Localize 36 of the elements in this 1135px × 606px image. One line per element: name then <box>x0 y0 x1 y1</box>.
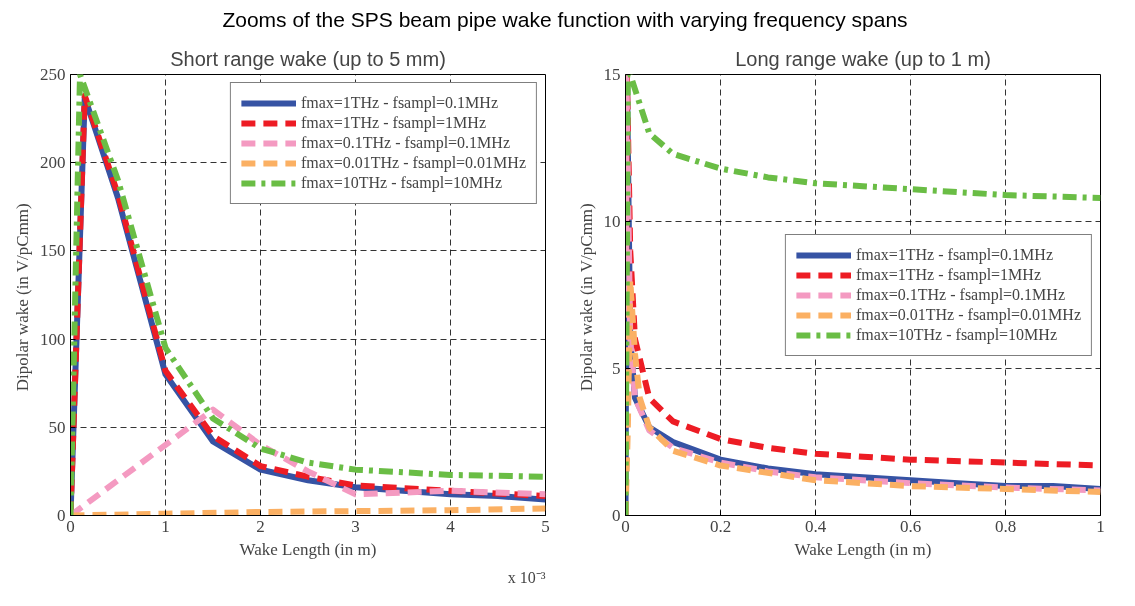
x-axis-title: Wake Length (in m) <box>239 539 377 559</box>
y-tick-label: 100 <box>40 329 66 349</box>
legend-label: fmax=0.1THz - fsampl=0.1MHz <box>300 133 510 153</box>
y-tick-label: 50 <box>48 417 66 437</box>
legend-label: fmax=1THz - fsampl=1MHz <box>300 113 486 133</box>
legend-label: fmax=10THz - fsampl=10MHz <box>855 324 1057 345</box>
x-tick-label: 1 <box>161 516 170 536</box>
legend-label: fmax=0.01THz - fsampl=0.01MHz <box>855 304 1081 325</box>
y-tick-label: 250 <box>40 65 66 84</box>
x-tick-label: 1 <box>1096 516 1105 536</box>
chart-title: Short range wake (up to 5 mm) <box>170 47 446 70</box>
y-tick-label: 10 <box>603 212 621 231</box>
legend-label: fmax=1THz - fsampl=1MHz <box>855 264 1041 285</box>
x-tick-label: 4 <box>446 516 456 536</box>
y-tick-label: 15 <box>603 65 621 84</box>
legend-label: fmax=0.01THz - fsampl=0.01MHz <box>300 153 526 173</box>
x-tick-label: 0.6 <box>899 516 922 536</box>
legend-label: fmax=1THz - fsampl=0.1MHz <box>300 93 498 113</box>
legend-label: fmax=10THz - fsampl=10MHz <box>300 173 502 193</box>
chart-title: Long range wake (up to 1 m) <box>735 47 991 70</box>
text: x 10⁻³ <box>507 568 546 586</box>
x-tick-label: 5 <box>541 516 550 536</box>
y-axis-title: Dipolar wake (in V/pCmm) <box>576 203 596 392</box>
x-tick-label: 2 <box>256 516 265 536</box>
x-tick-label: 3 <box>351 516 360 536</box>
y-axis-title: Dipolar wake (in V/pCmm) <box>13 203 32 392</box>
x-axis-title: Wake Length (in m) <box>794 539 932 559</box>
x-tick-label: 0.4 <box>804 516 827 536</box>
x-tick-label: 0.8 <box>994 516 1017 536</box>
y-tick-label: 200 <box>40 153 66 173</box>
chart-subtitle: Zooms of the SPS beam pipe wake function with varying frequency spans <box>222 7 908 33</box>
x-tick-label: 0.2 <box>709 516 732 536</box>
legend-label: fmax=0.1THz - fsampl=0.1MHz <box>855 284 1065 305</box>
y-tick-label: 5 <box>612 359 621 378</box>
legend-label: fmax=1THz - fsampl=0.1MHz <box>855 244 1053 265</box>
y-tick-label: 150 <box>40 241 66 261</box>
